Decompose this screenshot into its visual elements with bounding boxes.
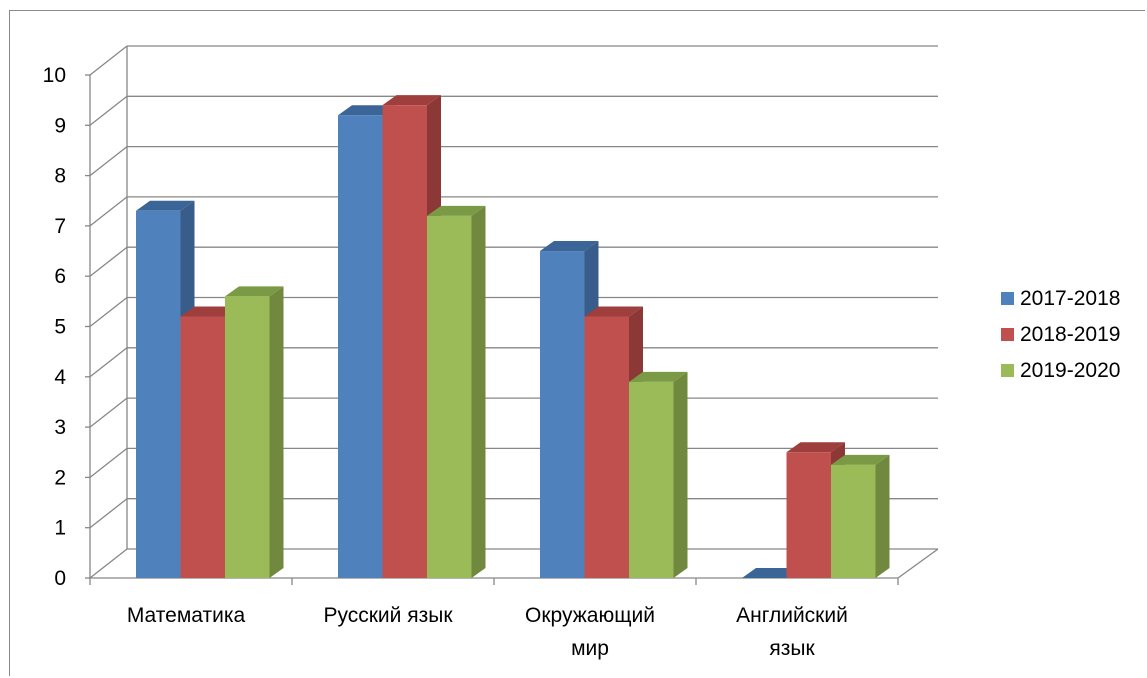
bar-side: [269, 286, 284, 578]
bar: [831, 464, 876, 578]
bar-top: [136, 200, 195, 211]
y-tick-label: 10: [43, 64, 66, 87]
y-tick-label: 7: [54, 215, 66, 238]
legend-label: 2017-2018: [1020, 287, 1120, 310]
legend: 2017-2018 2018-2019 2019-2020: [1001, 287, 1120, 382]
legend-label: 2018-2019: [1020, 323, 1120, 346]
bar-top: [180, 306, 239, 317]
x-category-label: Математика: [127, 604, 246, 627]
bar: [540, 251, 585, 579]
gridline-side: [89, 146, 128, 177]
bar: [338, 115, 383, 579]
legend-swatch: [1001, 328, 1014, 341]
y-tick-label: 6: [54, 265, 66, 288]
bar-top: [427, 205, 486, 216]
gridline-side: [89, 296, 128, 328]
bar: [427, 215, 472, 578]
bar: [786, 452, 831, 578]
bars-layer: [136, 95, 890, 579]
y-tick-label: 2: [54, 466, 66, 489]
gridline-side: [89, 45, 128, 76]
gridline-side: [89, 397, 128, 428]
bar-top: [629, 371, 688, 382]
bar-side: [875, 454, 890, 578]
gridline-side: [89, 447, 128, 478]
bar-top: [742, 568, 801, 578]
bar-top: [540, 241, 599, 252]
gridline-side: [89, 548, 128, 579]
legend-swatch: [1001, 292, 1014, 305]
bar-top: [225, 286, 284, 297]
bar-top: [338, 105, 397, 116]
gridline-side: [89, 95, 128, 126]
bar-top: [382, 95, 441, 106]
x-category-label: Русский язык: [323, 604, 453, 627]
y-tick-label: 9: [54, 114, 66, 137]
x-category-label: язык: [769, 637, 815, 660]
y-tick-label: 5: [54, 316, 66, 339]
y-tick-label: 0: [54, 567, 66, 590]
bar-top: [831, 454, 890, 465]
bar: [382, 105, 427, 579]
bar: [584, 316, 629, 578]
y-tick-label: 8: [54, 165, 66, 188]
gridline-side: [89, 246, 128, 277]
bar: [136, 210, 181, 578]
y-tick-label: 4: [54, 366, 66, 389]
bar-side: [471, 205, 486, 578]
x-category-label: Окружающий: [525, 604, 655, 627]
legend-label: 2019-2020: [1020, 359, 1120, 382]
x-category-label: мир: [571, 637, 609, 660]
axis-layer: 0 1 2 3 4 5 6 7 8 9 10 Математика Русский язык Окружа…: [43, 64, 899, 660]
x-category-label: Английский: [736, 604, 848, 627]
bar-side: [673, 371, 688, 578]
legend-swatch: [1001, 364, 1014, 377]
gridline-side: [89, 498, 128, 529]
bar: [225, 296, 270, 578]
floor-right-edge: [897, 548, 939, 579]
y-tick-label: 3: [54, 416, 66, 439]
bar-top: [584, 306, 643, 317]
gridline-side: [89, 196, 128, 227]
gridline-side: [89, 347, 128, 378]
y-tick-label: 1: [54, 517, 66, 540]
bar-top: [786, 442, 845, 453]
bar: [629, 381, 674, 578]
bar: [180, 316, 225, 578]
